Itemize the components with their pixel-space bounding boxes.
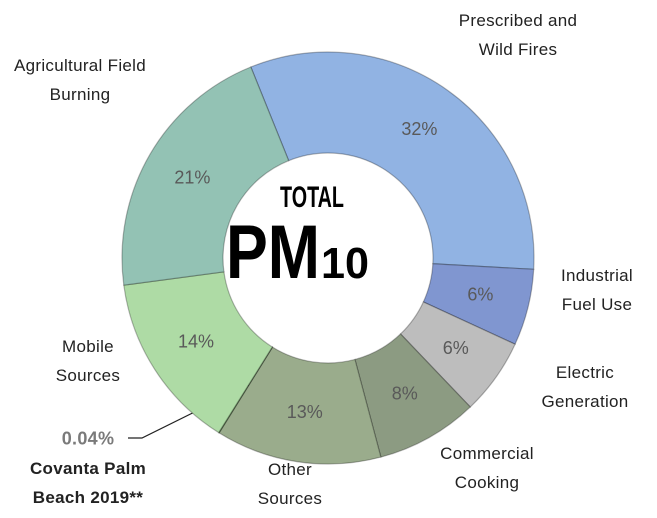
category-label: Mobile Sources (55, 337, 121, 385)
category-label: Other Sources (257, 460, 323, 508)
category-label: Industrial Fuel Use (561, 266, 633, 314)
donut-segment (123, 271, 274, 434)
donut-segment (250, 51, 535, 270)
category-label: Agricultural Field Burning (13, 56, 146, 104)
value-label: 0.04% (61, 428, 115, 449)
category-label: Covanta Palm Beach 2019** (29, 459, 147, 507)
value-label: 13% (287, 402, 323, 422)
center-main: PM (226, 210, 320, 295)
category-label: Commercial Cooking (440, 444, 534, 492)
value-label: 6% (443, 338, 469, 358)
center-hole (224, 154, 432, 362)
value-label: 32% (401, 119, 437, 139)
center-line1: TOTAL (280, 181, 344, 214)
category-label: Electric Generation (541, 363, 629, 411)
value-label: 8% (392, 384, 418, 404)
center-sub: 10 (321, 239, 369, 288)
value-label: 6% (467, 285, 493, 305)
donut-segment (422, 263, 535, 346)
donut-segment (354, 333, 472, 458)
value-label: 14% (178, 332, 214, 352)
donut-segment (121, 66, 290, 286)
donut-segment (218, 346, 382, 465)
value-label: 21% (174, 168, 210, 188)
category-label: Prescribed and Wild Fires (458, 11, 578, 59)
